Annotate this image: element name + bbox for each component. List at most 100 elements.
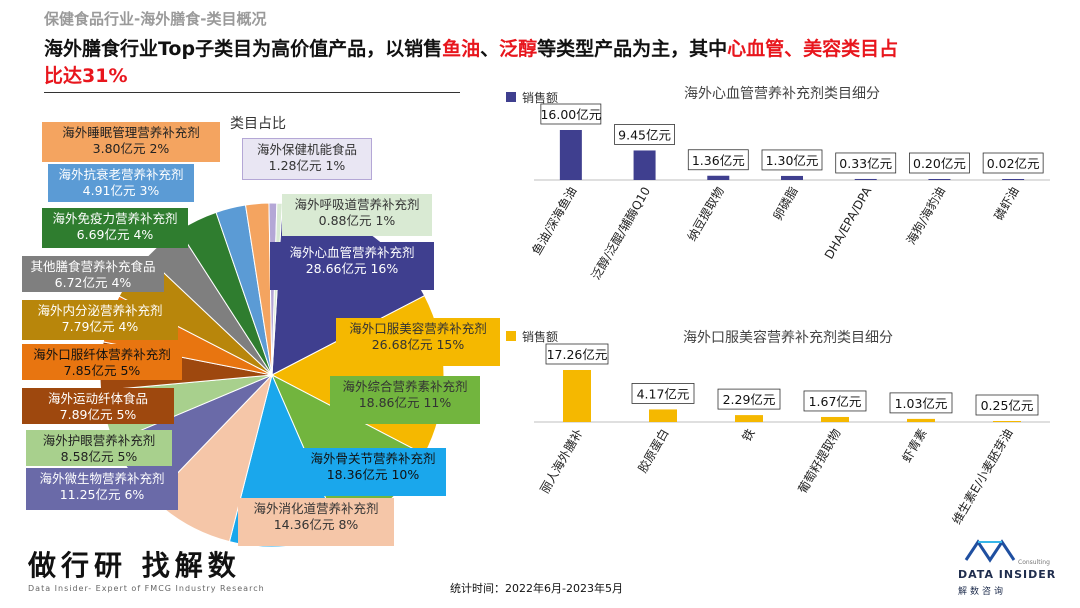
pie-label-value: 1.28亿元 1% bbox=[268, 158, 346, 173]
cardio-bar-6 bbox=[1002, 179, 1025, 180]
pie-label-value: 18.86亿元 11% bbox=[358, 395, 452, 410]
beauty-category-label-5: 维生素E/小麦胚芽油 bbox=[950, 427, 1016, 527]
pie-label-6: 海外护眼营养补充剂 8.58亿元 5% bbox=[26, 430, 172, 466]
cardio-bar-4 bbox=[854, 178, 877, 180]
pie-label-name: 海外免疫力营养补充剂 bbox=[52, 211, 178, 226]
beauty-value-box-4 bbox=[889, 392, 953, 414]
logo-consulting: Consulting bbox=[1018, 559, 1050, 566]
pie-label-14: 海外保健机能食品 1.28亿元 1% bbox=[242, 138, 372, 180]
cardio-value-label-5: 0.20亿元 bbox=[913, 156, 966, 171]
headline-highlight-panthenol: 泛醇 bbox=[499, 38, 538, 60]
headline-highlight-share: 心血管、美容类目占比达31% bbox=[44, 38, 899, 87]
pie-label-11: 海外免疫力营养补充剂 6.69亿元 4% bbox=[42, 208, 188, 248]
headline-divider bbox=[44, 92, 460, 93]
beauty-value-label-0: 17.26亿元 bbox=[547, 347, 608, 362]
pie-label-value: 3.80亿元 2% bbox=[92, 141, 170, 156]
beauty-category-label-0: 丽人海外膳补 bbox=[537, 426, 586, 496]
beauty-value-box-1 bbox=[631, 383, 695, 404]
brand-slogan: 做行研 找解数 bbox=[28, 549, 241, 582]
cardio-value-box-1 bbox=[614, 124, 675, 145]
beauty-legend-swatch bbox=[506, 331, 516, 341]
beauty-value-label-3: 1.67亿元 bbox=[809, 394, 862, 409]
pie-label-15: 海外呼吸道营养补充剂 0.88亿元 1% bbox=[282, 194, 432, 236]
beauty-category-label-1: 胶原蛋白 bbox=[635, 426, 672, 475]
cardio-value-box-3 bbox=[761, 149, 823, 171]
pie-label-value: 7.89亿元 5% bbox=[59, 407, 137, 422]
beauty-value-box-2 bbox=[717, 388, 781, 410]
beauty-bar-4 bbox=[907, 418, 935, 422]
cardio-value-label-1: 9.45亿元 bbox=[618, 127, 671, 142]
beauty-value-box-5 bbox=[975, 394, 1039, 416]
beauty-legend-label: 销售额 bbox=[522, 329, 558, 344]
page-subtitle: 保健食品行业-海外膳食-类目概况 bbox=[44, 10, 267, 28]
beauty-value-label-1: 4.17亿元 bbox=[637, 386, 690, 401]
beauty-bar-0 bbox=[563, 370, 591, 422]
pie-label-4: 海外消化道营养补充剂 14.36亿元 8% bbox=[238, 498, 394, 546]
pie-label-name: 海外消化道营养补充剂 bbox=[253, 501, 379, 516]
pie-label-10: 其他膳食营养补充食品 6.72亿元 4% bbox=[22, 256, 164, 292]
pie-label-value: 8.58亿元 5% bbox=[60, 449, 138, 464]
logo-chinese-name: 解数咨询 bbox=[958, 587, 1007, 597]
pie-label-name: 海外口服美容营养补充剂 bbox=[349, 321, 487, 336]
pie-label-name: 海外内分泌营养补充剂 bbox=[37, 303, 163, 318]
pie-label-value: 14.36亿元 8% bbox=[273, 517, 359, 532]
pie-label-name: 海外微生物营养补充剂 bbox=[39, 471, 165, 486]
headline-separator: 、 bbox=[480, 38, 500, 60]
pie-label-value: 7.79亿元 4% bbox=[61, 319, 139, 334]
pie-label-value: 7.85亿元 5% bbox=[63, 363, 141, 378]
page-headline: 海外膳食行业Top子类目为高价值产品，以销售鱼油、泛醇等类型产品为主，其中心血管… bbox=[44, 36, 914, 90]
beauty-category-label-3: 葡萄籽提取物 bbox=[795, 426, 844, 496]
pie-label-name: 其他膳食营养补充食品 bbox=[30, 259, 156, 274]
cardio-chart-title: 海外心血管营养补充剂类目细分 bbox=[684, 86, 880, 102]
pie-label-5: 海外微生物营养补充剂 11.25亿元 6% bbox=[26, 468, 178, 510]
beauty-bar-1 bbox=[649, 409, 677, 422]
beauty-bar-3 bbox=[821, 416, 849, 422]
beauty-value-label-5: 0.25亿元 bbox=[981, 398, 1034, 413]
pie-label-7: 海外运动纤体食品 7.89亿元 5% bbox=[22, 388, 174, 424]
beauty-value-label-4: 1.03亿元 bbox=[895, 396, 948, 411]
pie-label-value: 6.69亿元 4% bbox=[76, 227, 154, 242]
pie-label-9: 海外内分泌营养补充剂 7.79亿元 4% bbox=[22, 300, 178, 340]
pie-label-value: 28.66亿元 16% bbox=[305, 261, 399, 276]
cardio-value-box-4 bbox=[835, 152, 897, 174]
pie-label-1: 海外口服美容营养补充剂 26.68亿元 15% bbox=[336, 318, 500, 366]
pie-label-value: 11.25亿元 6% bbox=[59, 487, 145, 502]
logo-mark-icon bbox=[964, 539, 1016, 563]
cardio-value-label-4: 0.33亿元 bbox=[839, 156, 892, 171]
stat-period-note: 统计时间：2022年6月-2023年5月 bbox=[450, 582, 623, 595]
brand-tagline: Data Insider- Expert of FMCG Industry Re… bbox=[28, 584, 265, 593]
pie-label-name: 海外护眼营养补充剂 bbox=[42, 433, 156, 448]
beauty-value-box-3 bbox=[803, 390, 867, 412]
headline-highlight-fish-oil: 鱼油 bbox=[442, 38, 481, 60]
cardio-value-label-0: 16.00亿元 bbox=[540, 107, 601, 122]
pie-label-12: 海外抗衰老营养补充剂 4.91亿元 3% bbox=[48, 164, 194, 202]
cardio-legend-label: 销售额 bbox=[522, 90, 558, 105]
pie-label-name: 海外综合营养素补充剂 bbox=[342, 379, 468, 394]
beauty-bar-2 bbox=[735, 415, 763, 422]
pie-label-name: 海外口服纤体营养补充剂 bbox=[33, 347, 171, 362]
pie-label-value: 0.88亿元 1% bbox=[318, 213, 396, 228]
pie-label-name: 海外心血管营养补充剂 bbox=[289, 245, 415, 260]
cardio-value-label-3: 1.30亿元 bbox=[766, 153, 819, 168]
pie-label-name: 海外呼吸道营养补充剂 bbox=[294, 197, 420, 212]
headline-text-1: 海外膳食行业Top子类目为高价值产品，以销售 bbox=[44, 38, 443, 60]
cardio-bar-2 bbox=[707, 175, 730, 180]
beauty-value-label-2: 2.29亿元 bbox=[723, 392, 776, 407]
cardio-bar-1 bbox=[633, 150, 656, 180]
cardio-value-box-2 bbox=[687, 149, 749, 171]
pie-label-value: 26.68亿元 15% bbox=[371, 337, 465, 352]
pie-label-name: 海外保健机能食品 bbox=[256, 142, 357, 157]
pie-label-value: 6.72亿元 4% bbox=[54, 275, 132, 290]
beauty-value-box-0 bbox=[545, 343, 609, 365]
pie-label-name: 海外运动纤体食品 bbox=[47, 391, 148, 406]
cardio-bar-5 bbox=[928, 179, 951, 180]
pie-label-name: 海外睡眠管理营养补充剂 bbox=[62, 125, 200, 140]
cardio-value-box-6 bbox=[982, 152, 1044, 174]
cardio-bar-3 bbox=[781, 175, 803, 180]
cardio-value-box-5 bbox=[909, 152, 970, 174]
pie-label-8: 海外口服纤体营养补充剂 7.85亿元 5% bbox=[22, 344, 182, 380]
beauty-category-label-2: 铁 bbox=[739, 427, 757, 444]
